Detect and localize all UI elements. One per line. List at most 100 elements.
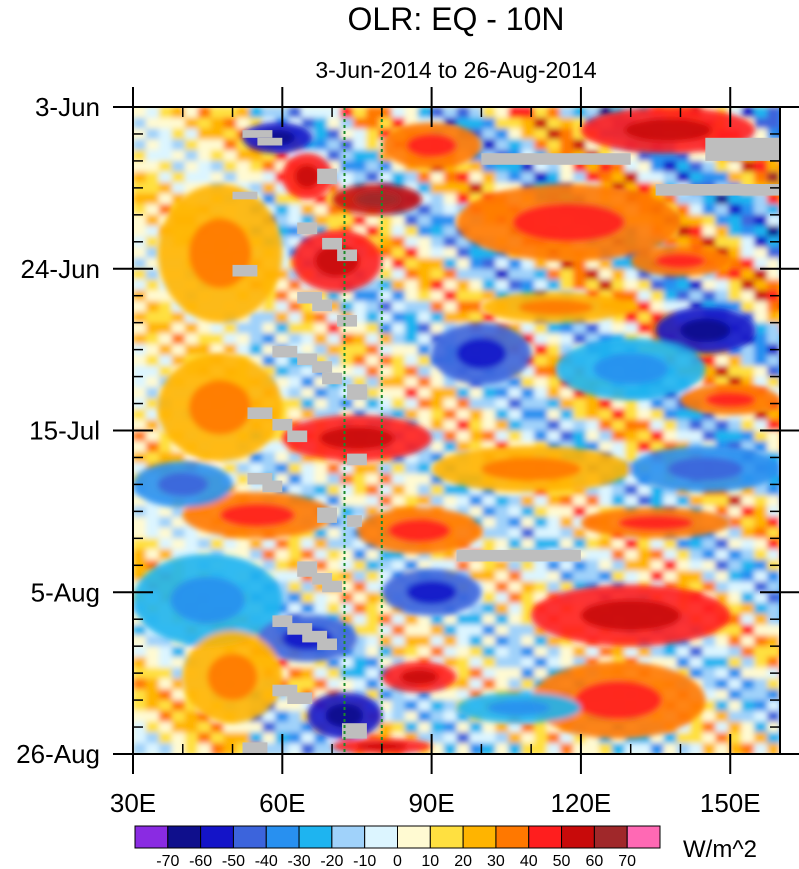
- olr-anomaly-core: [157, 472, 208, 496]
- olr-cell: [158, 667, 173, 680]
- olr-cell: [469, 484, 484, 497]
- olr-cell: [288, 365, 303, 378]
- olr-cell: [741, 689, 756, 702]
- olr-cell: [534, 107, 548, 119]
- olr-cell: [301, 214, 316, 227]
- olr-cell: [715, 678, 730, 691]
- olr-cell: [637, 160, 652, 173]
- olr-cell: [547, 667, 561, 680]
- olr-cell: [353, 225, 367, 238]
- olr-cell: [767, 107, 780, 119]
- olr-cell: [197, 107, 212, 119]
- olr-cell: [430, 376, 445, 389]
- olr-cell: [184, 743, 199, 754]
- x-tick-label: 30E: [110, 788, 156, 818]
- olr-cell: [443, 107, 458, 119]
- olr-cell: [327, 344, 341, 356]
- olr-cell: [754, 613, 768, 626]
- olr-cell: [210, 344, 225, 356]
- olr-cell: [353, 462, 367, 475]
- olr-cell: [262, 721, 277, 734]
- olr-cell: [534, 721, 548, 734]
- olr-cell: [495, 581, 510, 594]
- olr-cell: [495, 721, 510, 734]
- olr-cell: [560, 646, 574, 658]
- olr-cell: [365, 387, 380, 400]
- olr-cell: [184, 344, 199, 356]
- missing-data-block: [287, 623, 313, 635]
- olr-cell: [482, 538, 497, 551]
- olr-cell: [702, 419, 717, 432]
- olr-cell: [780, 269, 794, 281]
- olr-cell: [573, 646, 587, 658]
- olr-cell: [767, 743, 780, 754]
- olr-cell: [197, 344, 212, 356]
- olr-cell: [404, 355, 419, 367]
- olr-cell: [702, 365, 717, 378]
- olr-cell: [741, 667, 756, 680]
- olr-cell: [404, 721, 419, 734]
- olr-cell: [456, 171, 471, 184]
- olr-cell: [534, 376, 548, 389]
- missing-data-block: [337, 249, 357, 262]
- missing-data-block: [247, 407, 273, 419]
- olr-cell: [197, 743, 212, 754]
- olr-cell: [534, 559, 548, 572]
- olr-cell: [598, 268, 613, 281]
- olr-cell: [547, 355, 561, 367]
- olr-cell: [417, 258, 432, 270]
- olr-cell: [404, 333, 419, 346]
- olr-cell: [145, 710, 160, 723]
- olr-cell: [314, 322, 329, 335]
- olr-cell: [508, 419, 523, 432]
- olr-cell: [754, 419, 768, 432]
- olr-cell: [728, 419, 743, 432]
- olr-cell: [210, 721, 225, 734]
- olr-cell: [482, 603, 497, 615]
- olr-cell: [443, 700, 458, 712]
- olr-cell: [197, 128, 212, 141]
- olr-cell: [288, 559, 303, 572]
- olr-cell: [780, 732, 794, 744]
- olr-cell: [728, 441, 743, 454]
- olr-cell: [585, 656, 600, 669]
- olr-cell: [353, 603, 367, 615]
- olr-cell: [327, 667, 341, 680]
- olr-cell: [754, 549, 768, 561]
- y-tick-label: 26-Aug: [16, 739, 100, 769]
- olr-cell: [430, 484, 445, 497]
- olr-cell: [767, 581, 780, 594]
- olr-cell: [573, 581, 587, 594]
- olr-cell: [443, 225, 458, 238]
- olr-cell: [275, 538, 290, 551]
- olr-cell: [133, 376, 147, 389]
- olr-cell: [521, 506, 536, 518]
- olr-cell: [741, 355, 756, 367]
- olr-cell: [197, 538, 212, 551]
- olr-cell: [145, 398, 160, 410]
- olr-cell: [754, 247, 768, 259]
- olr-cell: [534, 344, 548, 356]
- olr-cell: [223, 344, 238, 356]
- olr-cell: [133, 516, 147, 529]
- olr-cell: [391, 171, 406, 184]
- olr-cell: [547, 506, 561, 518]
- olr-cell: [275, 581, 290, 594]
- olr-cell: [521, 408, 536, 421]
- olr-cell: [275, 236, 290, 249]
- olr-cell: [754, 721, 768, 734]
- olr-cell: [378, 247, 393, 259]
- olr-cell: [482, 570, 497, 583]
- missing-data-block: [347, 453, 367, 466]
- colorbar-swatch: [528, 825, 563, 849]
- olr-cell: [754, 160, 768, 173]
- olr-cell: [378, 268, 393, 281]
- olr-cell: [391, 452, 406, 464]
- olr-cell: [521, 721, 536, 734]
- olr-cell: [482, 721, 497, 734]
- olr-cell: [417, 225, 432, 238]
- olr-cell: [547, 376, 561, 389]
- olr-cell: [624, 322, 639, 335]
- olr-cell: [767, 301, 780, 313]
- olr-cell: [365, 139, 380, 152]
